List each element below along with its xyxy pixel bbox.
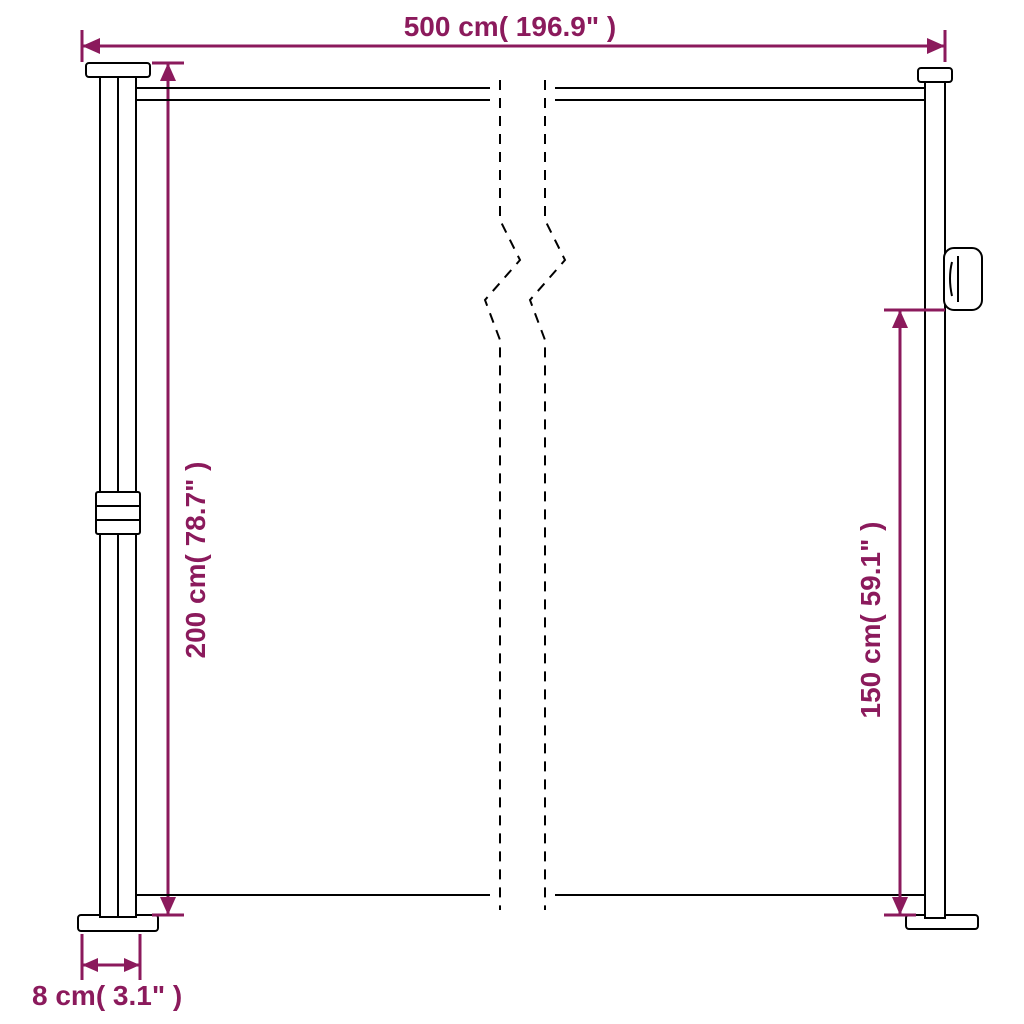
break-lines — [485, 80, 565, 910]
left-post — [78, 63, 158, 931]
dimension-diagram: 500 cm( 196.9" ) 200 cm( 78.7" ) — [0, 0, 1024, 1024]
dimension-right-height-label: 150 cm( 59.1" ) — [855, 522, 886, 719]
dimension-width-label: 500 cm( 196.9" ) — [404, 11, 617, 42]
dimension-height-label: 200 cm( 78.7" ) — [180, 462, 211, 659]
dimension-width: 500 cm( 196.9" ) — [82, 11, 945, 62]
dimension-base-width: 8 cm( 3.1" ) — [32, 934, 182, 1011]
dimension-base-width-label: 8 cm( 3.1" ) — [32, 980, 182, 1011]
dimension-height: 200 cm( 78.7" ) — [152, 63, 211, 915]
right-post — [906, 68, 982, 929]
handle-icon — [944, 248, 982, 310]
screen-outline — [136, 88, 925, 895]
